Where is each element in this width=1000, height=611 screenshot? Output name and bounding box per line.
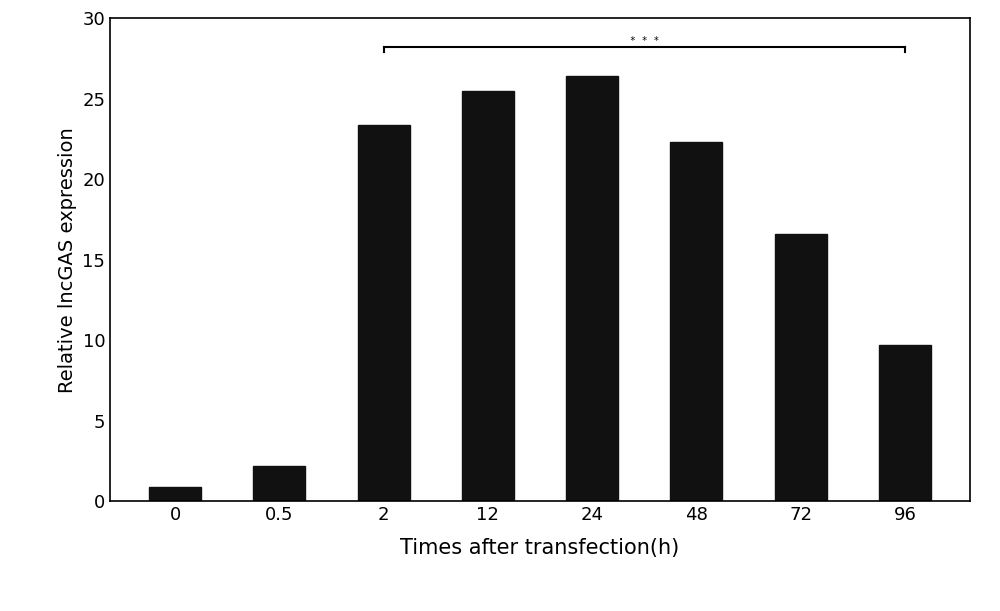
Bar [462, 91, 514, 501]
Bar [566, 76, 618, 501]
Bar [149, 486, 201, 501]
Bar [879, 345, 931, 501]
Y-axis label: Relative lncGAS expression: Relative lncGAS expression [58, 127, 77, 392]
Bar [775, 234, 827, 501]
Bar [253, 466, 305, 501]
X-axis label: Times after transfection(h): Times after transfection(h) [400, 538, 680, 558]
Bar [670, 142, 722, 501]
Bar [358, 125, 410, 501]
Text: * * *: * * * [630, 35, 659, 46]
